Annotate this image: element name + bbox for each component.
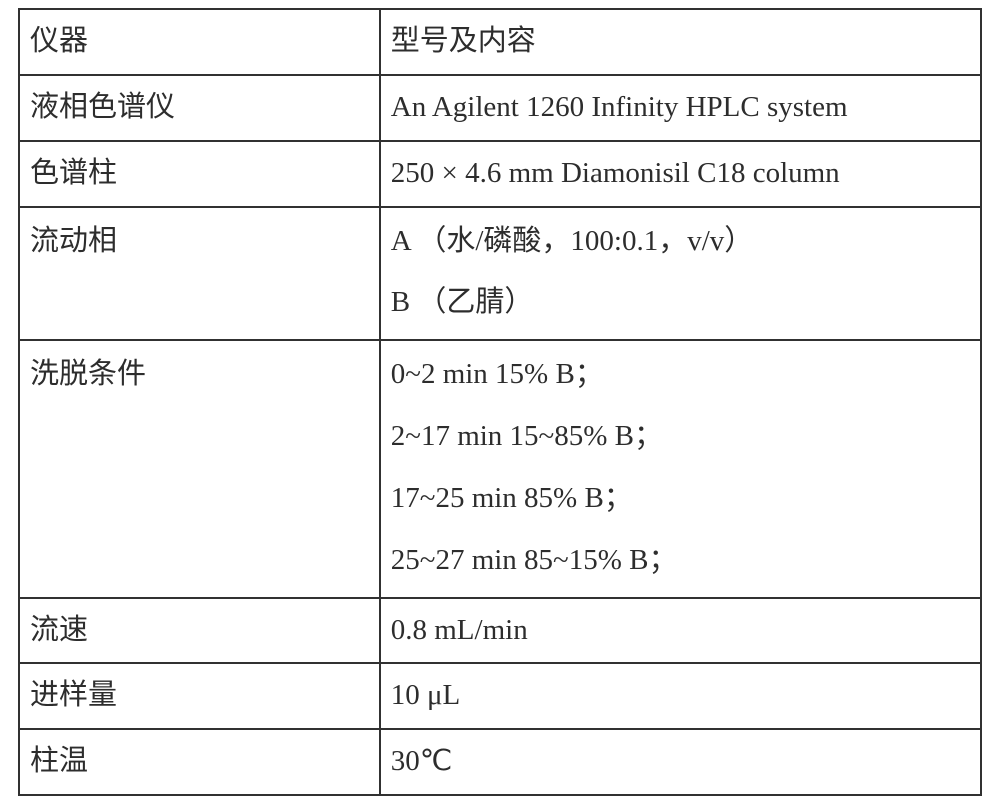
cell-column-value: 250 × 4.6 mm Diamonisil C18 column <box>380 141 981 207</box>
cell-line: An Agilent 1260 Infinity HPLC system <box>391 84 970 132</box>
cell-hplc-value: An Agilent 1260 Infinity HPLC system <box>380 75 981 141</box>
cell-flow-rate-value: 0.8 mL/min <box>380 598 981 664</box>
cell-elution-value: 0~2 min 15% B； 2~17 min 15~85% B； 17~25 … <box>380 340 981 597</box>
hplc-parameters-table-container: 仪器 型号及内容 液相色谱仪 An Agilent 1260 Infinity … <box>0 0 1000 804</box>
table-row: 进样量 10 μL <box>19 663 981 729</box>
table-row: 流动相 A （水/磷酸，100:0.1，v/v） B （乙腈） <box>19 207 981 341</box>
cell-column-label: 色谱柱 <box>19 141 380 207</box>
cell-instrument-label: 仪器 <box>19 9 380 75</box>
cell-line: 0~2 min 15% B； <box>391 351 970 399</box>
table-row: 仪器 型号及内容 <box>19 9 981 75</box>
cell-injection-volume-label: 进样量 <box>19 663 380 729</box>
cell-line: A （水/磷酸，100:0.1，v/v） <box>391 218 970 266</box>
cell-flow-rate-label: 流速 <box>19 598 380 664</box>
cell-line: 17~25 min 85% B； <box>391 475 970 523</box>
cell-line: 型号及内容 <box>391 18 970 66</box>
cell-line: 25~27 min 85~15% B； <box>391 537 970 585</box>
cell-instrument-value: 型号及内容 <box>380 9 981 75</box>
table-row: 柱温 30℃ <box>19 729 981 795</box>
cell-line: 30℃ <box>391 738 970 786</box>
cell-mobile-phase-label: 流动相 <box>19 207 380 341</box>
cell-line: 0.8 mL/min <box>391 607 970 655</box>
cell-injection-volume-value: 10 μL <box>380 663 981 729</box>
cell-line: 10 μL <box>391 672 970 720</box>
table-row: 流速 0.8 mL/min <box>19 598 981 664</box>
table-row: 洗脱条件 0~2 min 15% B； 2~17 min 15~85% B； 1… <box>19 340 981 597</box>
cell-line: 2~17 min 15~85% B； <box>391 413 970 461</box>
cell-line: 250 × 4.6 mm Diamonisil C18 column <box>391 150 970 198</box>
hplc-parameters-table: 仪器 型号及内容 液相色谱仪 An Agilent 1260 Infinity … <box>18 8 982 796</box>
cell-column-temp-label: 柱温 <box>19 729 380 795</box>
cell-elution-label: 洗脱条件 <box>19 340 380 597</box>
cell-column-temp-value: 30℃ <box>380 729 981 795</box>
cell-mobile-phase-value: A （水/磷酸，100:0.1，v/v） B （乙腈） <box>380 207 981 341</box>
cell-hplc-label: 液相色谱仪 <box>19 75 380 141</box>
table-row: 色谱柱 250 × 4.6 mm Diamonisil C18 column <box>19 141 981 207</box>
table-row: 液相色谱仪 An Agilent 1260 Infinity HPLC syst… <box>19 75 981 141</box>
cell-line: B （乙腈） <box>391 279 970 327</box>
